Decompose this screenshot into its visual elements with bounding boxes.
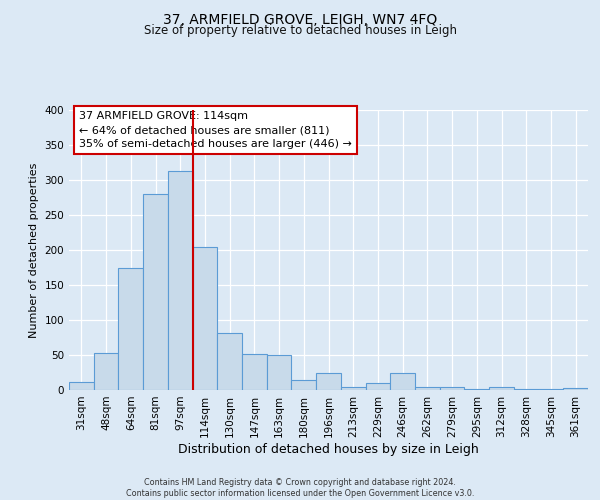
Y-axis label: Number of detached properties: Number of detached properties	[29, 162, 39, 338]
Text: 37 ARMFIELD GROVE: 114sqm
← 64% of detached houses are smaller (811)
35% of semi: 37 ARMFIELD GROVE: 114sqm ← 64% of detac…	[79, 112, 352, 150]
Bar	[390, 372, 415, 390]
Bar	[464, 388, 489, 390]
Bar	[217, 332, 242, 390]
Bar	[316, 372, 341, 390]
Bar	[118, 268, 143, 390]
Text: Size of property relative to detached houses in Leigh: Size of property relative to detached ho…	[143, 24, 457, 37]
Bar	[539, 388, 563, 390]
Bar	[563, 388, 588, 390]
Bar	[440, 386, 464, 390]
Bar	[292, 380, 316, 390]
Bar	[193, 246, 217, 390]
Bar	[489, 386, 514, 390]
Text: Contains HM Land Registry data © Crown copyright and database right 2024.
Contai: Contains HM Land Registry data © Crown c…	[126, 478, 474, 498]
Bar	[267, 355, 292, 390]
Bar	[415, 386, 440, 390]
Bar	[365, 383, 390, 390]
Bar	[69, 382, 94, 390]
Bar	[242, 354, 267, 390]
Bar	[168, 171, 193, 390]
Bar	[94, 353, 118, 390]
Bar	[341, 386, 365, 390]
Bar	[143, 194, 168, 390]
Text: 37, ARMFIELD GROVE, LEIGH, WN7 4FQ: 37, ARMFIELD GROVE, LEIGH, WN7 4FQ	[163, 12, 437, 26]
X-axis label: Distribution of detached houses by size in Leigh: Distribution of detached houses by size …	[178, 442, 479, 456]
Bar	[514, 388, 539, 390]
